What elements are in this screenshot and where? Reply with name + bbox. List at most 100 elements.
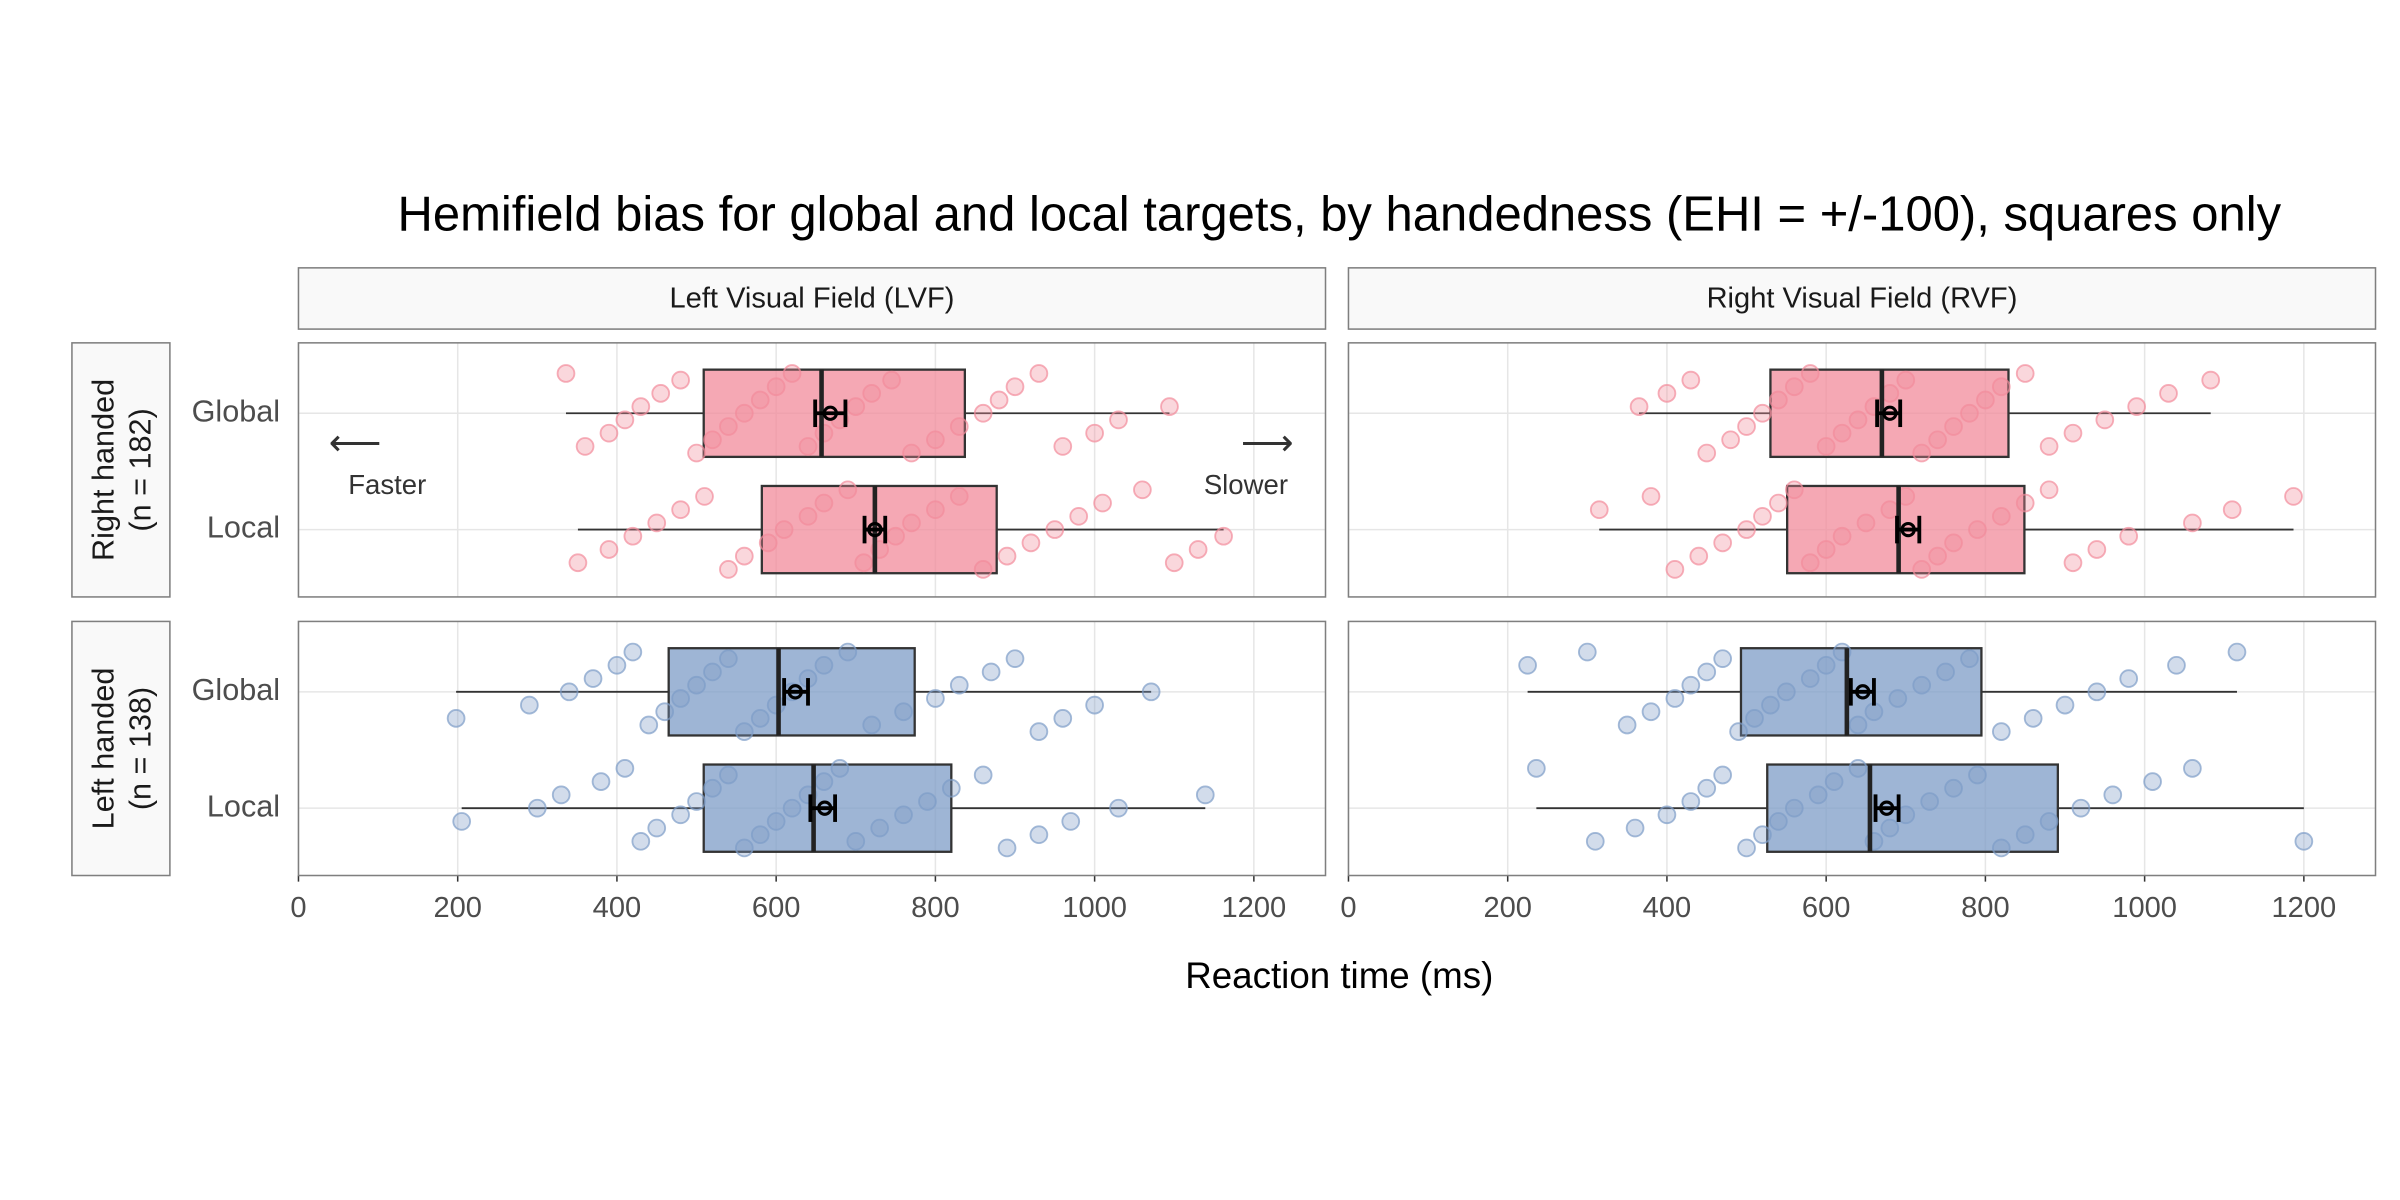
data-point bbox=[1029, 825, 1049, 845]
data-point bbox=[1085, 423, 1104, 443]
data-point bbox=[902, 513, 921, 533]
data-point bbox=[1784, 798, 1804, 818]
data-point bbox=[1665, 689, 1685, 708]
data-point bbox=[1848, 759, 1868, 778]
data-point bbox=[1109, 798, 1128, 818]
data-point bbox=[1681, 675, 1701, 695]
data-point bbox=[1991, 377, 2011, 397]
data-point bbox=[2039, 437, 2059, 456]
data-point bbox=[902, 443, 921, 463]
data-point bbox=[1800, 553, 1820, 573]
data-point bbox=[1769, 390, 1788, 410]
data-point bbox=[1848, 715, 1868, 735]
data-point bbox=[1737, 417, 1756, 436]
data-point bbox=[1657, 384, 1677, 403]
data-point bbox=[1912, 443, 1932, 463]
data-point bbox=[559, 682, 579, 702]
data-point bbox=[846, 397, 866, 416]
x-axis-label: Reaction time (ms) bbox=[1185, 955, 1493, 996]
data-point bbox=[671, 370, 690, 390]
data-point bbox=[631, 397, 651, 416]
data-point bbox=[1005, 649, 1025, 669]
data-point bbox=[926, 689, 945, 708]
data-point bbox=[1777, 682, 1796, 702]
data-point bbox=[1968, 520, 1987, 539]
data-point bbox=[989, 390, 1009, 410]
data-point bbox=[2201, 370, 2221, 390]
data-point bbox=[2227, 642, 2247, 662]
data-point bbox=[639, 715, 659, 735]
data-point bbox=[607, 655, 627, 675]
annotation: ⟶ bbox=[1241, 422, 1294, 463]
mean-point bbox=[787, 684, 803, 700]
data-point bbox=[2039, 812, 2059, 831]
data-point bbox=[1880, 818, 1900, 838]
data-point bbox=[1753, 506, 1772, 526]
data-point bbox=[1960, 649, 1979, 669]
data-point bbox=[551, 785, 571, 805]
data-point bbox=[1816, 437, 1836, 456]
data-point bbox=[1816, 540, 1836, 559]
panel-frame bbox=[1347, 620, 2377, 877]
x-tick-label: 400 bbox=[593, 892, 642, 924]
data-point bbox=[2222, 500, 2242, 520]
data-point bbox=[1920, 792, 1939, 811]
data-point bbox=[2119, 526, 2139, 546]
y-tick-label: Local bbox=[207, 789, 280, 823]
data-point bbox=[1960, 403, 1979, 423]
data-point bbox=[2119, 669, 2139, 688]
data-point bbox=[1832, 526, 1852, 546]
data-point bbox=[520, 695, 539, 715]
data-point bbox=[2183, 759, 2202, 778]
data-point bbox=[2063, 423, 2083, 443]
data-point bbox=[599, 540, 619, 559]
data-point bbox=[1896, 370, 1916, 390]
annotation: Faster bbox=[348, 469, 426, 500]
data-point bbox=[886, 526, 905, 546]
data-point bbox=[1928, 546, 1947, 566]
data-point bbox=[623, 526, 643, 546]
y-tick-label: Global bbox=[192, 394, 280, 428]
data-point bbox=[734, 546, 754, 566]
data-point bbox=[981, 662, 1001, 682]
data-point bbox=[647, 513, 667, 533]
mean-point bbox=[867, 521, 883, 538]
data-point bbox=[814, 772, 834, 791]
data-point bbox=[1681, 370, 1701, 390]
data-point bbox=[1864, 702, 1884, 722]
data-point bbox=[2294, 831, 2314, 851]
x-tick-label: 800 bbox=[911, 892, 960, 924]
data-point bbox=[1745, 709, 1764, 728]
data-point bbox=[591, 772, 611, 791]
data-point bbox=[719, 649, 738, 669]
data-point bbox=[766, 812, 786, 831]
data-point bbox=[1769, 812, 1788, 831]
data-point bbox=[734, 403, 754, 423]
data-point bbox=[1713, 533, 1732, 553]
data-point bbox=[1518, 655, 1537, 675]
mean-point bbox=[1855, 684, 1871, 700]
data-point bbox=[556, 364, 576, 383]
data-point bbox=[750, 709, 770, 728]
x-tick-label: 1000 bbox=[1062, 892, 1127, 924]
data-point bbox=[838, 642, 858, 662]
data-point bbox=[2103, 785, 2123, 805]
data-point bbox=[687, 675, 706, 695]
chart-title: Hemifield bias for global and local targ… bbox=[397, 187, 2281, 241]
data-point bbox=[1848, 410, 1868, 430]
x-tick-label: 400 bbox=[1643, 892, 1692, 924]
facet-row-label: Left handed bbox=[87, 668, 121, 830]
data-point bbox=[695, 487, 714, 506]
data-point bbox=[734, 838, 754, 858]
data-point bbox=[623, 642, 643, 662]
data-point bbox=[1093, 493, 1112, 513]
data-point bbox=[615, 410, 635, 430]
data-point bbox=[814, 493, 834, 513]
data-point bbox=[446, 709, 466, 728]
facet-row-label: (n = 138) bbox=[123, 687, 157, 810]
data-point bbox=[1912, 675, 1932, 695]
mean-point bbox=[822, 405, 838, 421]
data-point bbox=[2063, 553, 2083, 573]
data-point bbox=[687, 792, 706, 811]
